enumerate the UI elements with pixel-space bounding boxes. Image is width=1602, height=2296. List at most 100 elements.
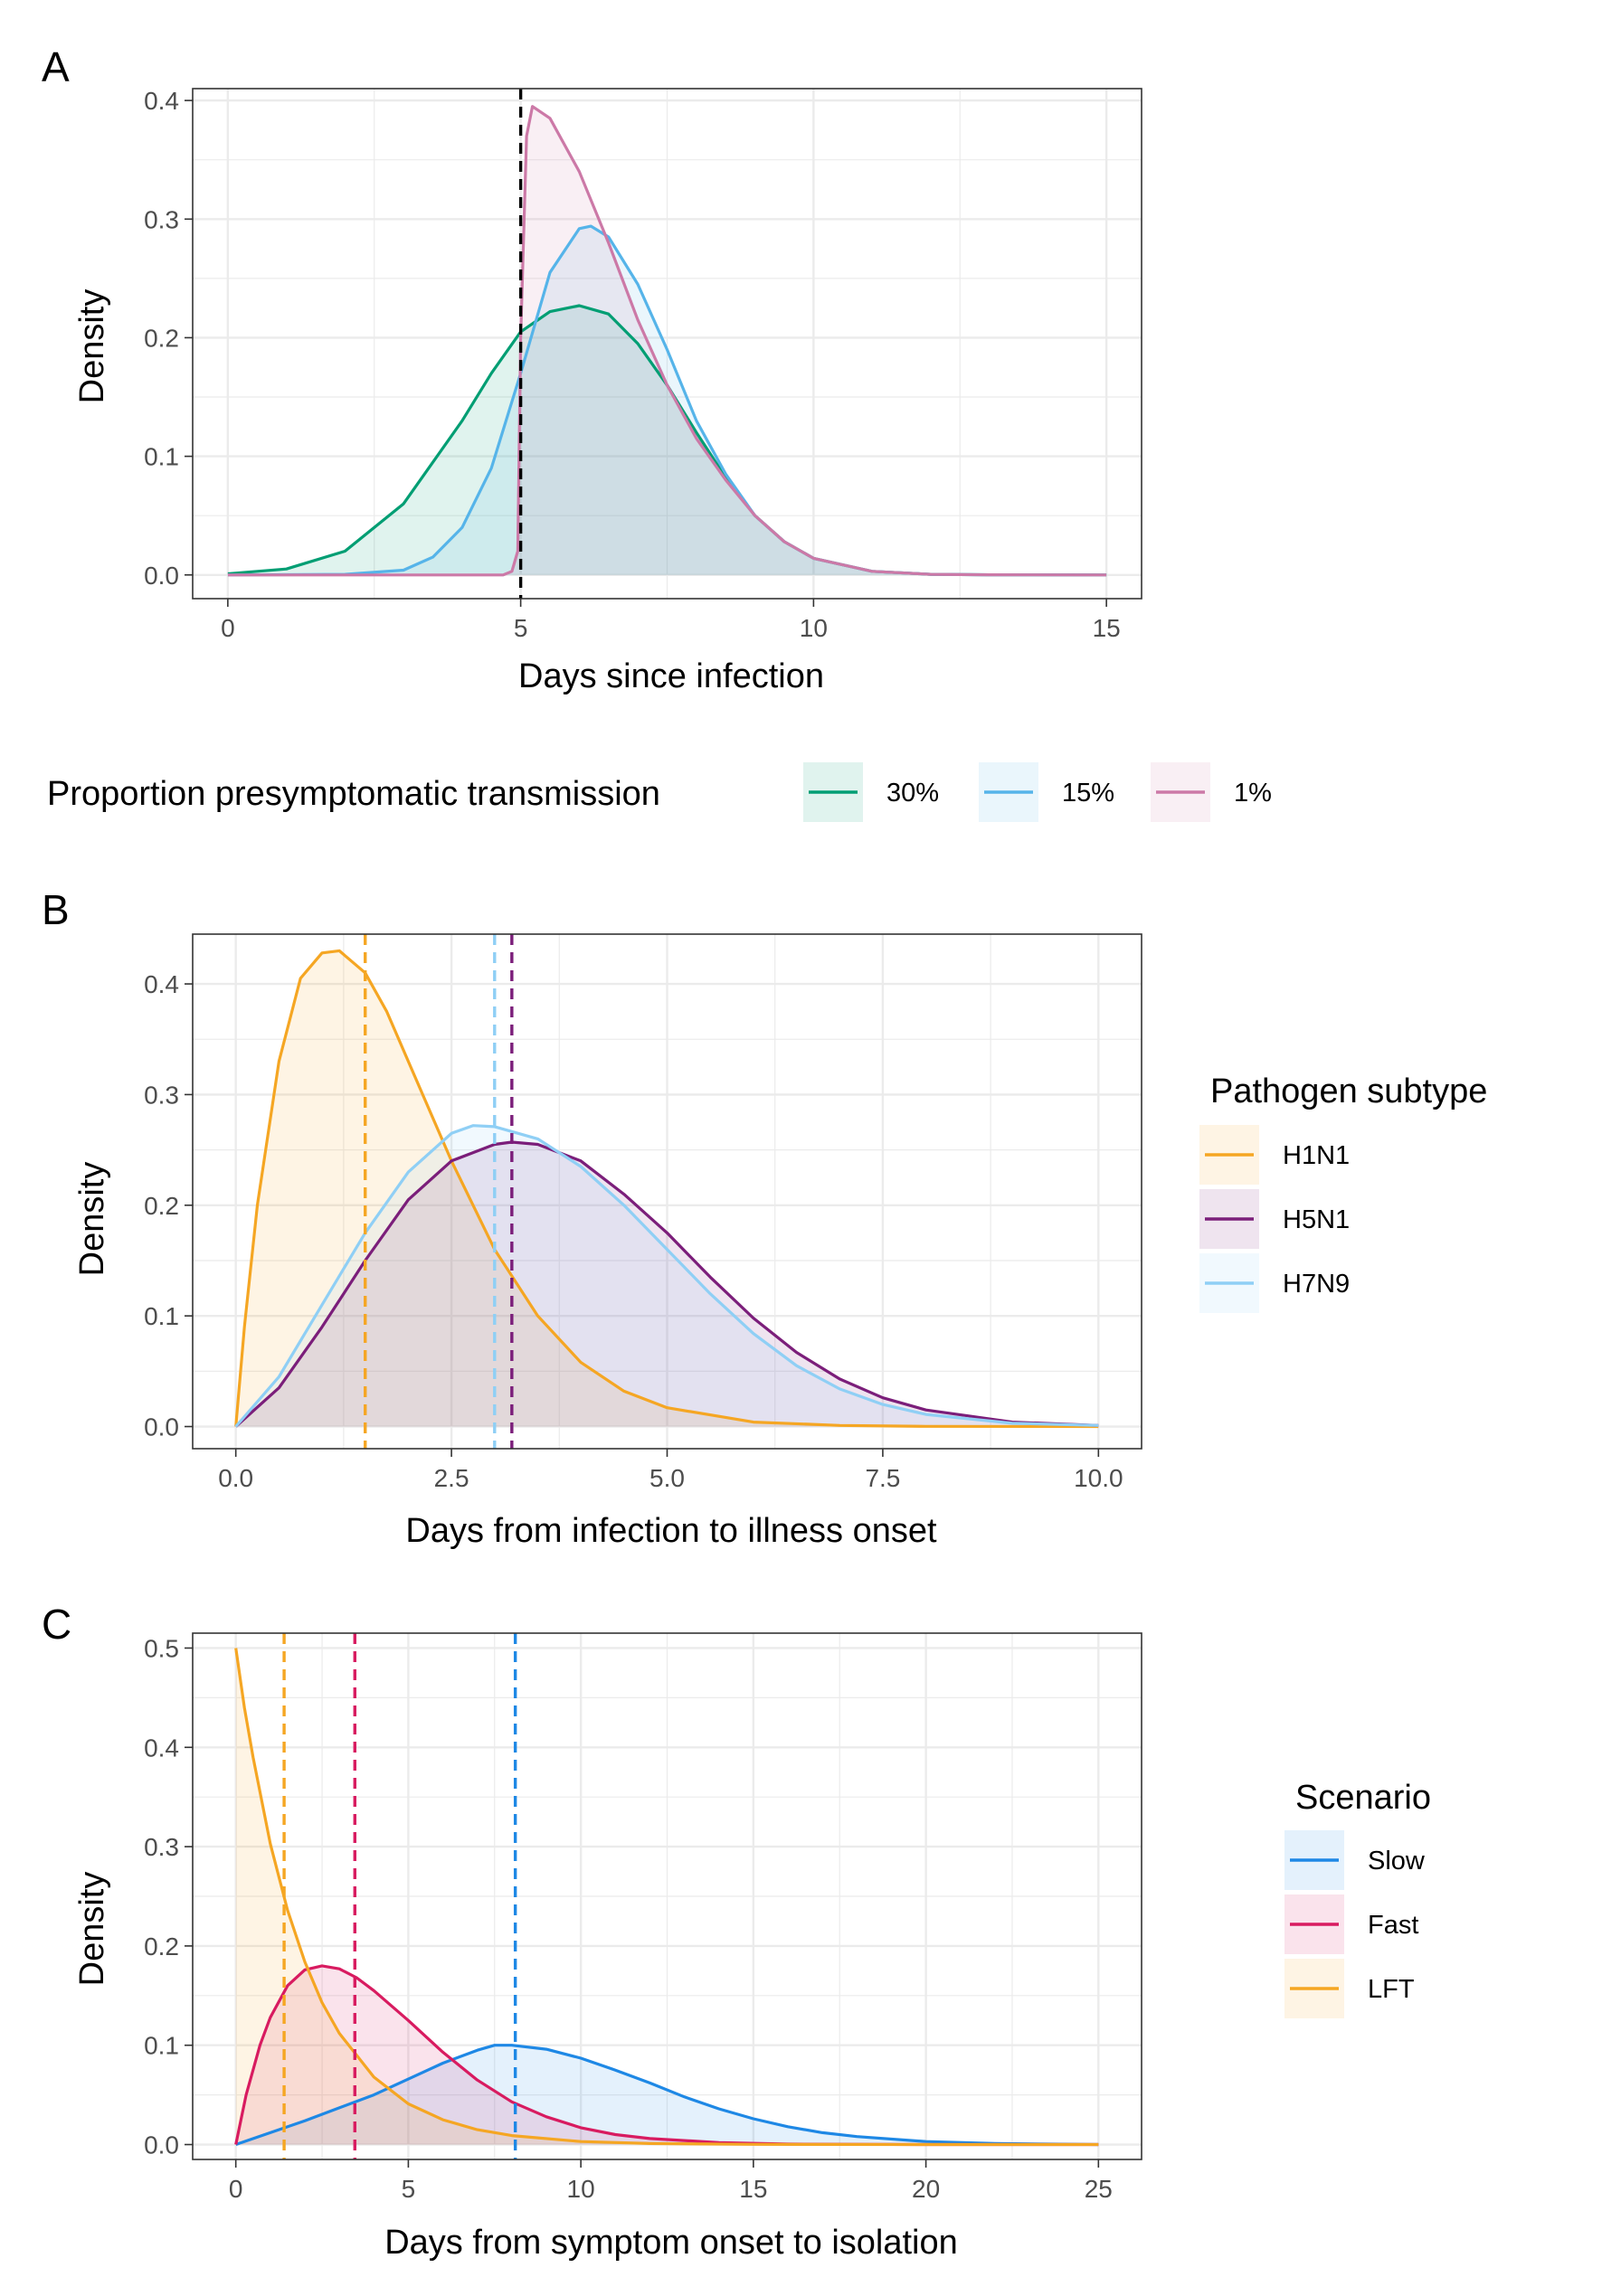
grid-c [193,1633,1142,2159]
panel-border-c [192,1632,1142,2160]
x-tick-label: 7.5 [865,1464,900,1492]
x-axis-title-c: Days from symptom onset to isolation [384,2224,958,2262]
legend-b: Pathogen subtype H1N1 H5N1 H7N9 [1199,1072,1487,1313]
area-a-15% [227,226,1107,575]
x-tick-label: 5 [514,614,528,642]
y-tick-label: 0.3 [144,1833,179,1861]
series-line-b-H5N1 [234,1140,1099,1428]
legend-item-b-H1N1: H1N1 [1199,1125,1350,1185]
legend-item-a-30%: 30% [803,762,939,822]
legend-item-c-LFT: LFT [1284,1959,1415,2018]
legend-a-keys: 30% 15% 1% [803,762,1272,822]
x-tick-label: 0.0 [218,1464,253,1492]
x-tick-label: 10.0 [1074,1464,1123,1492]
axes-a: 0 5 10 15 0.0 0.1 0.2 0.3 0.4 [144,87,1121,642]
plot-area-c: 0 5 10 15 20 25 0.0 0.1 0.2 0.3 0.4 0.5 [144,1632,1142,2203]
y-tick-label: 0.0 [144,2131,179,2159]
y-tick-label: 0.4 [144,970,179,998]
x-tick-label: 10 [567,2175,595,2203]
y-tick-label: 0.1 [144,443,179,471]
legend-item-b-H7N9: H7N9 [1199,1253,1350,1313]
x-tick-label: 10 [800,614,828,642]
legend-label: 1% [1234,779,1272,808]
y-tick-label: 0.0 [144,1413,179,1441]
y-axis-title-b: Density [73,1162,111,1277]
y-tick-label: 0.2 [144,324,179,352]
legend-label: H7N9 [1283,1270,1350,1299]
area-b-H5N1 [235,1142,1099,1427]
x-tick-label: 2.5 [434,1464,469,1492]
panel-letter-b: B [42,886,70,933]
x-tick-label: 0 [229,2175,243,2203]
x-tick-label: 20 [912,2175,940,2203]
y-tick-label: 0.1 [144,1302,179,1330]
legend-item-c-Fast: Fast [1284,1894,1418,1954]
area-b-H7N9 [235,1125,1099,1427]
legend-item-a-15%: 15% [979,762,1114,822]
y-tick-label: 0.2 [144,1932,179,1961]
lines-b [234,949,1099,1429]
legend-label: H1N1 [1283,1141,1350,1170]
y-tick-label: 0.0 [144,562,179,590]
plot-area-b: 0.0 2.5 5.0 7.5 10.0 0.0 0.1 0.2 0.3 0.4 [144,933,1142,1492]
lines-a [227,105,1107,577]
legend-a: Proportion presymptomatic transmission 3… [47,762,1272,822]
panel-letter-a: A [42,43,70,90]
y-tick-label: 0.5 [144,1634,179,1662]
area-a-1% [227,106,1107,575]
legend-item-a-1%: 1% [1151,762,1272,822]
y-tick-label: 0.4 [144,87,179,115]
legend-label: H5N1 [1283,1205,1350,1234]
area-c-Fast [235,1965,1099,2145]
legend-item-b-H5N1: H5N1 [1199,1189,1350,1249]
x-tick-label: 15 [1093,614,1121,642]
area-c-LFT [235,1648,1099,2145]
series-line-c-LFT [234,1648,1099,2147]
y-tick-label: 0.3 [144,1081,179,1109]
y-tick-label: 0.2 [144,1192,179,1220]
y-axis-title-a: Density [73,289,111,404]
x-axis-title-a: Days since infection [518,657,824,695]
plot-area-a: 0 5 10 15 0.0 0.1 0.2 0.3 0.4 [144,87,1142,642]
y-tick-label: 0.4 [144,1734,179,1762]
x-axis-title-b: Days from infection to illness onset [405,1512,937,1550]
y-axis-title-c: Density [73,1872,111,1987]
series-line-c-Slow [235,2044,1099,2147]
axes-c: 0 5 10 15 20 25 0.0 0.1 0.2 0.3 0.4 0.5 [144,1634,1113,2203]
x-tick-label: 5 [402,2175,416,2203]
panel-letter-c: C [42,1601,71,1648]
areas-a [227,106,1107,575]
x-tick-label: 15 [739,2175,767,2203]
y-tick-label: 0.3 [144,205,179,233]
lines-c [234,1648,1099,2147]
legend-c-keys: Slow Fast LFT [1284,1830,1426,2018]
panel-a: A 0 5 10 15 0.0 0.1 0.2 0.3 0.4 Days since infec… [42,43,1272,822]
y-tick-label: 0.1 [144,2032,179,2060]
area-b-H1N1 [235,950,1099,1427]
legend-label: 30% [886,779,939,808]
areas-b [235,950,1099,1427]
legend-item-c-Slow: Slow [1284,1830,1426,1890]
x-tick-label: 0 [221,614,235,642]
series-line-a-1% [227,105,1107,577]
legend-label: LFT [1368,1975,1415,2004]
x-tick-label: 25 [1085,2175,1113,2203]
legend-title-a: Proportion presymptomatic transmission [47,775,660,813]
series-line-c-Fast [234,1964,1099,2147]
areas-c [235,1648,1099,2145]
legend-label: Fast [1368,1911,1418,1940]
panel-c: C 0 5 10 15 20 25 0.0 0.1 0.2 0.3 0.4 0.5 Days from… [42,1601,1431,2262]
panel-b: B 0.0 2.5 5.0 7.5 10.0 0.0 0.1 0.2 0.3 0.4 Days f… [42,886,1487,1550]
axes-b: 0.0 2.5 5.0 7.5 10.0 0.0 0.1 0.2 0.3 0.4 [144,970,1123,1492]
area-c-Slow [235,2045,1099,2145]
panel-border-a [192,88,1142,600]
legend-title-c: Scenario [1295,1779,1431,1817]
grid-b [193,934,1142,1449]
area-a-30% [227,306,1107,575]
legend-b-keys: H1N1 H5N1 H7N9 [1199,1125,1350,1313]
x-tick-label: 5.0 [649,1464,685,1492]
series-line-b-H1N1 [234,949,1099,1429]
legend-label: Slow [1368,1847,1426,1876]
legend-label: 15% [1062,779,1114,808]
